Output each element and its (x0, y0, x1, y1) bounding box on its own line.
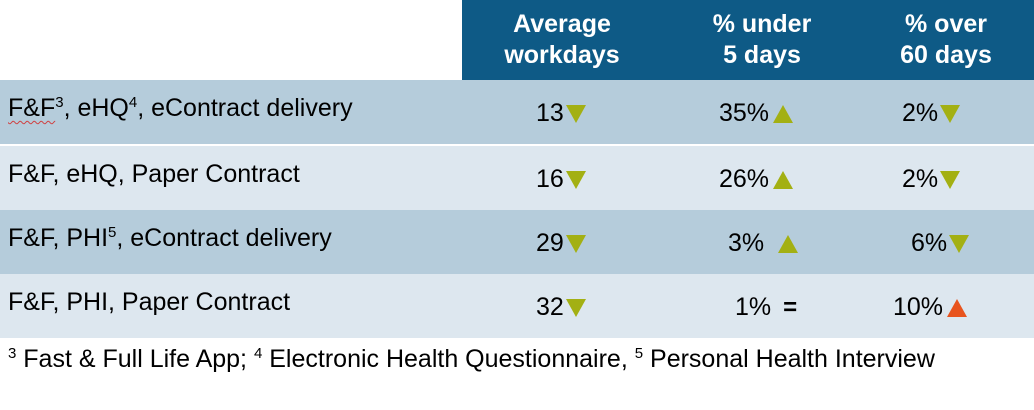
table-row: F&F, eHQ, Paper Contract 16 26% 2% (0, 146, 1034, 210)
row-label: F&F3, eHQ4, eContract delivery (8, 94, 353, 122)
over-60-days-value: 10% (893, 293, 968, 322)
row-label: F&F, PHI5, eContract delivery (8, 224, 332, 252)
over-60-days-value: 2% (902, 165, 961, 194)
avg-workdays-value: 29 (536, 229, 586, 258)
header-average-workdays: Average workdays (504, 10, 620, 69)
down-icon (565, 170, 586, 189)
table-row: F&F, PHI, Paper Contract 32 1% = 10% (0, 274, 1034, 338)
under-5-days-value: 1% = (735, 293, 798, 321)
header-under-5-days: % under 5 days (712, 10, 812, 69)
up-icon (773, 104, 794, 123)
footnote: 3 Fast & Full Life App; 4 Electronic Hea… (8, 345, 935, 373)
up-icon (773, 170, 794, 189)
down-icon (940, 170, 961, 189)
over-60-days-value: 2% (902, 99, 961, 128)
row-label: F&F, PHI, Paper Contract (8, 288, 291, 316)
header-over-60-days: % over 60 days (900, 10, 992, 69)
avg-workdays-value: 13 (536, 99, 586, 128)
table-row: F&F, PHI5, eContract delivery 29 3% 6% (0, 210, 1034, 274)
table-row: F&F3, eHQ4, eContract delivery 13 35% 2% (0, 80, 1034, 144)
equal-icon: = (783, 293, 798, 321)
row-label: F&F, eHQ, Paper Contract (8, 160, 300, 188)
up-icon (947, 298, 968, 317)
table-header: Average workdays % under 5 days % over 6… (462, 0, 1034, 80)
down-icon (565, 298, 586, 317)
avg-workdays-value: 16 (536, 165, 586, 194)
down-icon (565, 104, 586, 123)
down-icon (565, 234, 586, 253)
under-5-days-value: 26% (719, 165, 794, 194)
over-60-days-value: 6% (911, 229, 970, 258)
under-5-days-value: 35% (719, 99, 794, 128)
under-5-days-value: 3% (728, 229, 799, 258)
down-icon (940, 104, 961, 123)
up-icon (778, 234, 799, 253)
avg-workdays-value: 32 (536, 293, 586, 322)
down-icon (949, 234, 970, 253)
